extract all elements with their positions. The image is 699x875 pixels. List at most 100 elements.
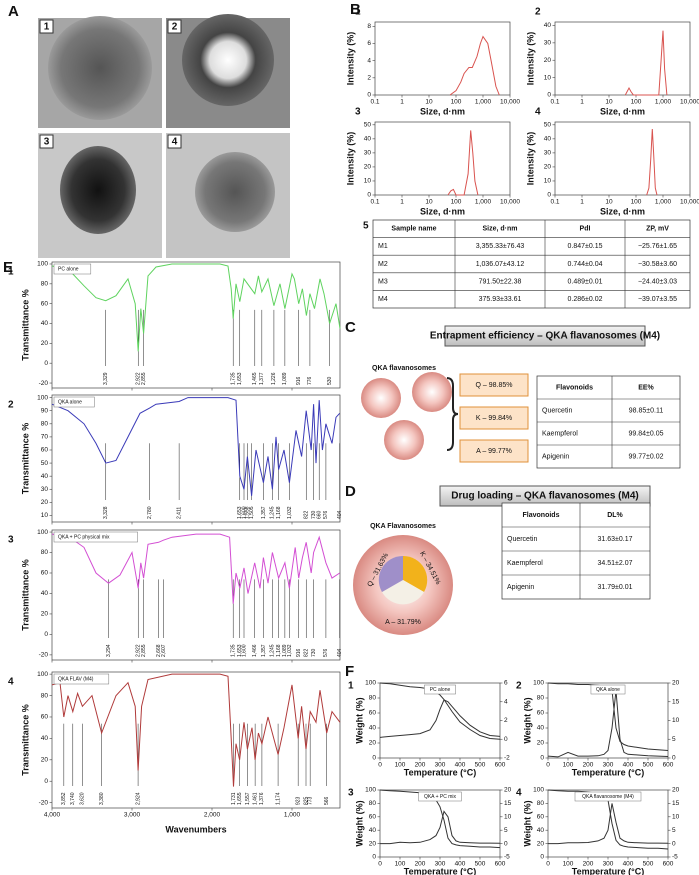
- y-tick-label: 50: [41, 460, 49, 467]
- table-header: Sample name: [391, 226, 436, 233]
- panel-label: A: [8, 3, 19, 20]
- y-tick-label: 4: [367, 57, 371, 64]
- x-tick-label: 10,000: [680, 99, 699, 106]
- peak-label: 1,653: [237, 372, 243, 385]
- y-tick-label: 0: [367, 192, 371, 199]
- x-tick-label: 100: [563, 762, 574, 769]
- y-tick-label: 20: [369, 740, 377, 747]
- peak-label: 3,328: [103, 506, 109, 519]
- peak-label: 2,668: [156, 644, 162, 657]
- x-tick-label: 300: [603, 762, 614, 769]
- y-tick-label: 100: [37, 529, 48, 536]
- peak-label: 1,653: [237, 506, 243, 519]
- ee-box-label: A – 99.77%: [476, 448, 512, 455]
- y-tick-label: 8: [367, 23, 371, 30]
- peak-label: 404: [337, 510, 343, 519]
- x-tick-label: 0.1: [370, 199, 379, 206]
- x-tick-label: 1: [400, 199, 404, 206]
- table-cell: 34.51±2.07: [598, 560, 633, 567]
- table-cell: 0.489±0.01: [568, 278, 603, 285]
- panel-title: Entrapment efficiency – QKA flavanosomes…: [430, 331, 660, 342]
- table-cell: 31.79±0.01: [598, 584, 633, 591]
- x-tick-label: 0: [378, 861, 382, 868]
- table-cell: 0.286±0.02: [568, 296, 603, 303]
- y-tick-label: 40: [369, 725, 377, 732]
- ee-box-label: Q – 98.85%: [476, 382, 513, 389]
- derivative-curve: [548, 803, 669, 845]
- label-box: [167, 19, 182, 34]
- y-tick-label: 80: [369, 695, 377, 702]
- name-box: [53, 673, 110, 685]
- table-cell: 375.93±33.61: [479, 296, 522, 303]
- y-tick-label: 70: [41, 434, 49, 441]
- derivative-curve: [380, 810, 501, 845]
- name-box: [53, 531, 138, 543]
- vesicle: [412, 372, 452, 412]
- panel-label: B: [350, 1, 361, 18]
- ee-box: [459, 373, 529, 397]
- panel-label: E: [3, 259, 13, 276]
- table-cell: M3: [378, 278, 388, 285]
- table-cell: 99.84±0.05: [629, 430, 664, 437]
- table-cell: 0.744±0.04: [568, 261, 603, 268]
- chart-number: 1: [8, 267, 14, 278]
- peak-label: 1,600: [241, 506, 247, 519]
- chart-number: 4: [535, 107, 541, 118]
- y-tick-label: 20: [41, 757, 49, 764]
- size-distribution: [449, 35, 500, 96]
- y2-tick-label: 20: [504, 787, 512, 794]
- x-tick-label: 300: [603, 861, 614, 868]
- ee-box: [459, 406, 529, 430]
- y-tick-label: 20: [537, 740, 545, 747]
- y-axis-label: Weight (%): [354, 697, 364, 743]
- x-tick-label: 600: [663, 762, 674, 769]
- peak-label: 1,600: [241, 644, 247, 657]
- chart-name: QKA alone: [596, 687, 620, 693]
- peak-label: 1,357: [261, 506, 267, 519]
- table-cell: −30.58±3.60: [638, 261, 677, 268]
- y-axis-label: Intensity (%): [345, 32, 355, 86]
- panel-label: C: [345, 319, 356, 336]
- y-tick-label: 40: [41, 473, 49, 480]
- y-axis-label: Weight (%): [522, 697, 532, 743]
- x-axis-label: Temperature (°C): [404, 866, 476, 875]
- y-tick-label: 20: [537, 840, 545, 847]
- peak-label: 1,032: [287, 644, 293, 657]
- table-cell: Apigenin: [542, 453, 569, 460]
- x-tick-label: 3,000: [124, 812, 141, 819]
- x-tick-label: 200: [415, 762, 426, 769]
- x-tick-label: 1,000: [284, 812, 301, 819]
- spectrum: [51, 533, 340, 604]
- x-tick-label: 100: [395, 762, 406, 769]
- y-axis-label: Transmittance %: [20, 289, 30, 361]
- y2-tick-label: 5: [672, 736, 676, 743]
- y2-tick-label: 10: [672, 717, 680, 724]
- y-axis-label: Intensity (%): [345, 132, 355, 186]
- chart-number: 3: [8, 535, 14, 546]
- x-tick-label: 200: [583, 762, 594, 769]
- x-tick-label: 10,000: [680, 199, 699, 206]
- loading-graphic: [353, 485, 651, 635]
- y2-tick-label: -2: [504, 755, 510, 762]
- y-tick-label: 20: [544, 57, 552, 64]
- name-box: [418, 791, 462, 802]
- y-axis-label: Transmittance %: [20, 423, 30, 495]
- x-tick-label: 4,000: [44, 812, 61, 819]
- peak-label: 822: [304, 510, 310, 519]
- x-tick-label: 100: [451, 199, 462, 206]
- y-tick-label: 100: [37, 394, 48, 401]
- tem-images: [38, 14, 290, 258]
- x-tick-label: 600: [495, 861, 506, 868]
- plot-frame: [554, 21, 691, 96]
- chart-number: 2: [535, 7, 541, 18]
- x-tick-label: 500: [475, 762, 486, 769]
- spectrum: [51, 397, 341, 496]
- peak-label: 2,924: [135, 792, 141, 805]
- plot-frame: [51, 671, 341, 809]
- x-axis-label: Size, d·nm: [600, 106, 645, 116]
- peak-label: 3,380: [99, 792, 105, 805]
- y-tick-label: 80: [41, 692, 49, 699]
- peak-label: 1,557: [245, 792, 251, 805]
- table-cell: Quercetin: [542, 407, 572, 414]
- label-box: [39, 19, 54, 34]
